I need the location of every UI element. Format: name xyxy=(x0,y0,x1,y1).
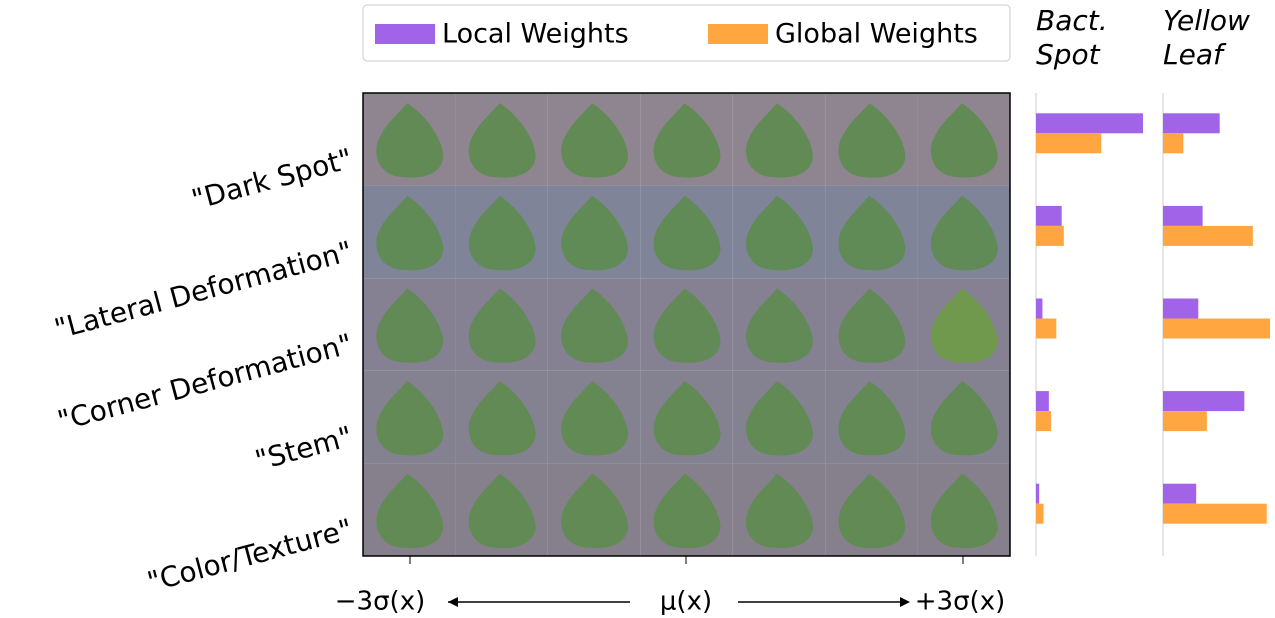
bar xyxy=(1036,504,1043,524)
bar xyxy=(1163,299,1198,319)
bar xyxy=(1036,133,1101,153)
x-axis-label: μ(x) xyxy=(660,587,712,617)
bar xyxy=(1036,319,1056,339)
image-grid xyxy=(363,93,1010,556)
bar xyxy=(1163,484,1196,504)
arrow-head xyxy=(448,597,458,607)
bar xyxy=(1036,113,1143,133)
row-label: "Dark Spot" xyxy=(188,142,356,217)
bar xyxy=(1163,133,1183,153)
panel-title: Yellow Leaf xyxy=(1163,4,1253,72)
legend-label: Global Weights xyxy=(775,19,978,50)
bar xyxy=(1163,411,1207,431)
legend-swatch xyxy=(708,24,768,44)
bar xyxy=(1163,226,1253,246)
bar xyxy=(1163,206,1203,226)
bar xyxy=(1036,484,1039,504)
bar xyxy=(1163,113,1220,133)
legend-swatch xyxy=(375,24,435,44)
x-axis-label: +3σ(x) xyxy=(915,587,1005,617)
bar xyxy=(1163,504,1267,524)
bar xyxy=(1036,411,1051,431)
row-label: "Color/Texture" xyxy=(144,512,356,598)
figure: −3σ(x) μ(x) +3σ(x) "Dark Spot" "Lateral D… xyxy=(0,0,1275,618)
chart: −3σ(x) μ(x) +3σ(x) "Dark Spot" "Lateral D… xyxy=(0,0,1275,618)
arrow-head xyxy=(900,597,910,607)
bar xyxy=(1163,391,1244,411)
bar xyxy=(1036,391,1049,411)
legend-label: Local Weights xyxy=(442,19,629,50)
bar xyxy=(1163,319,1270,339)
bar xyxy=(1036,226,1064,246)
panel-title: Bact. Spot xyxy=(1036,4,1126,72)
row-label: "Corner Deformation" xyxy=(54,327,356,437)
bar xyxy=(1036,299,1042,319)
row-label: "Stem" xyxy=(252,420,356,478)
x-axis-label: −3σ(x) xyxy=(335,587,425,617)
row-label: "Lateral Deformation" xyxy=(51,235,356,346)
bar xyxy=(1036,206,1062,226)
